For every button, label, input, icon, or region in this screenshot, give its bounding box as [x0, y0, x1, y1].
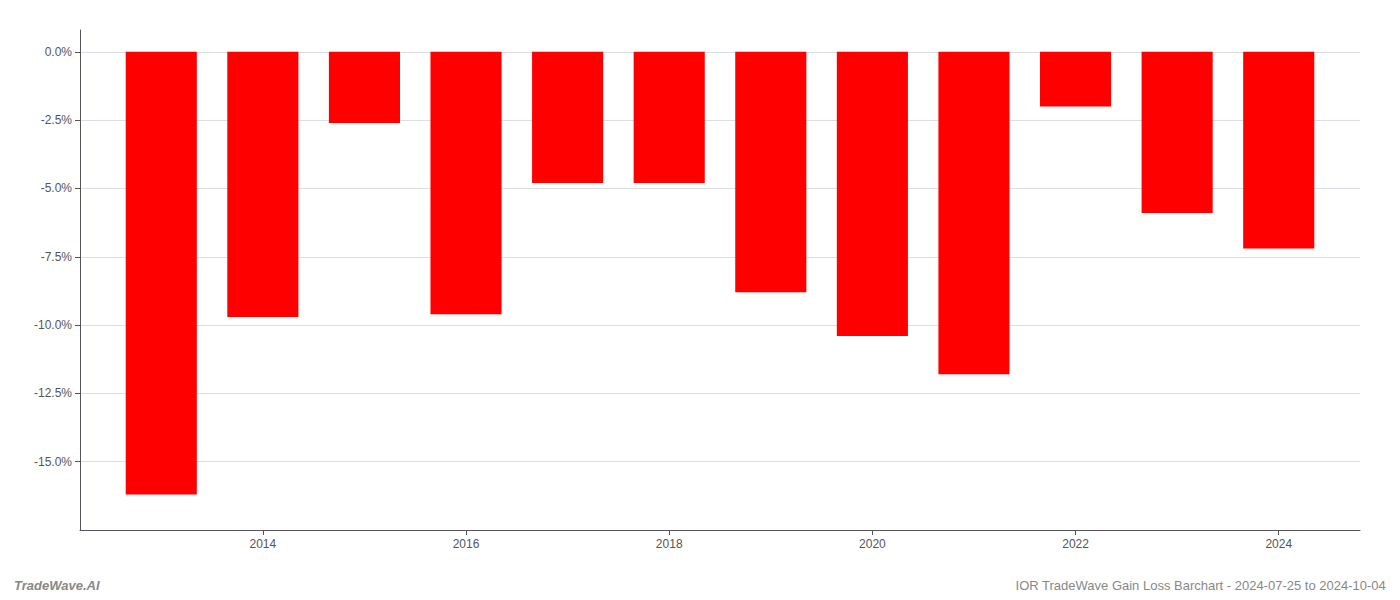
svg-text:TradeWave.AI: TradeWave.AI	[14, 578, 100, 593]
svg-text:2018: 2018	[656, 537, 683, 551]
svg-text:-10.0%: -10.0%	[34, 318, 72, 332]
svg-text:-5.0%: -5.0%	[41, 181, 73, 195]
svg-text:IOR TradeWave Gain Loss Barcha: IOR TradeWave Gain Loss Barchart - 2024-…	[1016, 578, 1386, 593]
svg-text:2024: 2024	[1265, 537, 1292, 551]
svg-text:2022: 2022	[1062, 537, 1089, 551]
svg-text:0.0%: 0.0%	[45, 45, 73, 59]
svg-text:2020: 2020	[859, 537, 886, 551]
svg-text:-12.5%: -12.5%	[34, 386, 72, 400]
svg-text:-7.5%: -7.5%	[41, 250, 73, 264]
svg-text:2014: 2014	[250, 537, 277, 551]
svg-text:2016: 2016	[453, 537, 480, 551]
svg-text:-2.5%: -2.5%	[41, 113, 73, 127]
svg-text:-15.0%: -15.0%	[34, 455, 72, 469]
